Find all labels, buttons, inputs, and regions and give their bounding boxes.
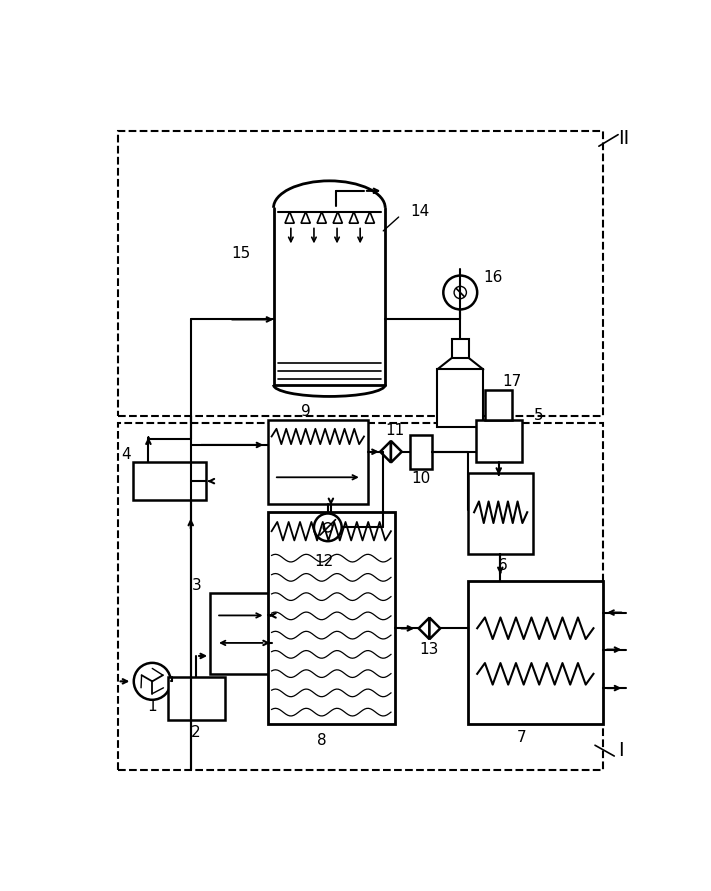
Polygon shape <box>419 617 429 639</box>
Bar <box>168 677 225 720</box>
Text: 14: 14 <box>410 204 429 219</box>
Text: 4: 4 <box>121 446 131 462</box>
Bar <box>485 390 512 420</box>
Bar <box>468 581 603 723</box>
Bar <box>476 420 522 462</box>
Polygon shape <box>391 441 402 462</box>
Polygon shape <box>429 617 440 639</box>
Text: 16: 16 <box>483 270 503 284</box>
Text: 12: 12 <box>314 554 333 569</box>
Text: 17: 17 <box>503 373 522 388</box>
Bar <box>451 339 469 358</box>
Bar <box>468 473 533 554</box>
Text: 13: 13 <box>419 642 439 658</box>
Bar <box>117 131 603 416</box>
Text: 3: 3 <box>192 577 202 593</box>
Text: 10: 10 <box>412 471 431 486</box>
Text: 9: 9 <box>301 405 311 420</box>
Text: 2: 2 <box>191 725 201 740</box>
Text: 5: 5 <box>533 408 543 423</box>
Bar <box>410 435 432 469</box>
Text: 11: 11 <box>385 422 405 437</box>
Text: 7: 7 <box>517 730 527 745</box>
Bar <box>210 593 272 674</box>
Bar <box>117 423 603 770</box>
Polygon shape <box>380 441 391 462</box>
Text: II: II <box>618 129 629 148</box>
Bar <box>437 370 483 428</box>
Bar <box>268 512 395 723</box>
Bar <box>133 462 206 501</box>
Bar <box>268 420 368 504</box>
Text: 15: 15 <box>231 247 250 261</box>
Text: 6: 6 <box>498 559 508 573</box>
Text: I: I <box>618 741 624 760</box>
Text: 8: 8 <box>317 733 326 748</box>
Text: 1: 1 <box>147 699 157 715</box>
